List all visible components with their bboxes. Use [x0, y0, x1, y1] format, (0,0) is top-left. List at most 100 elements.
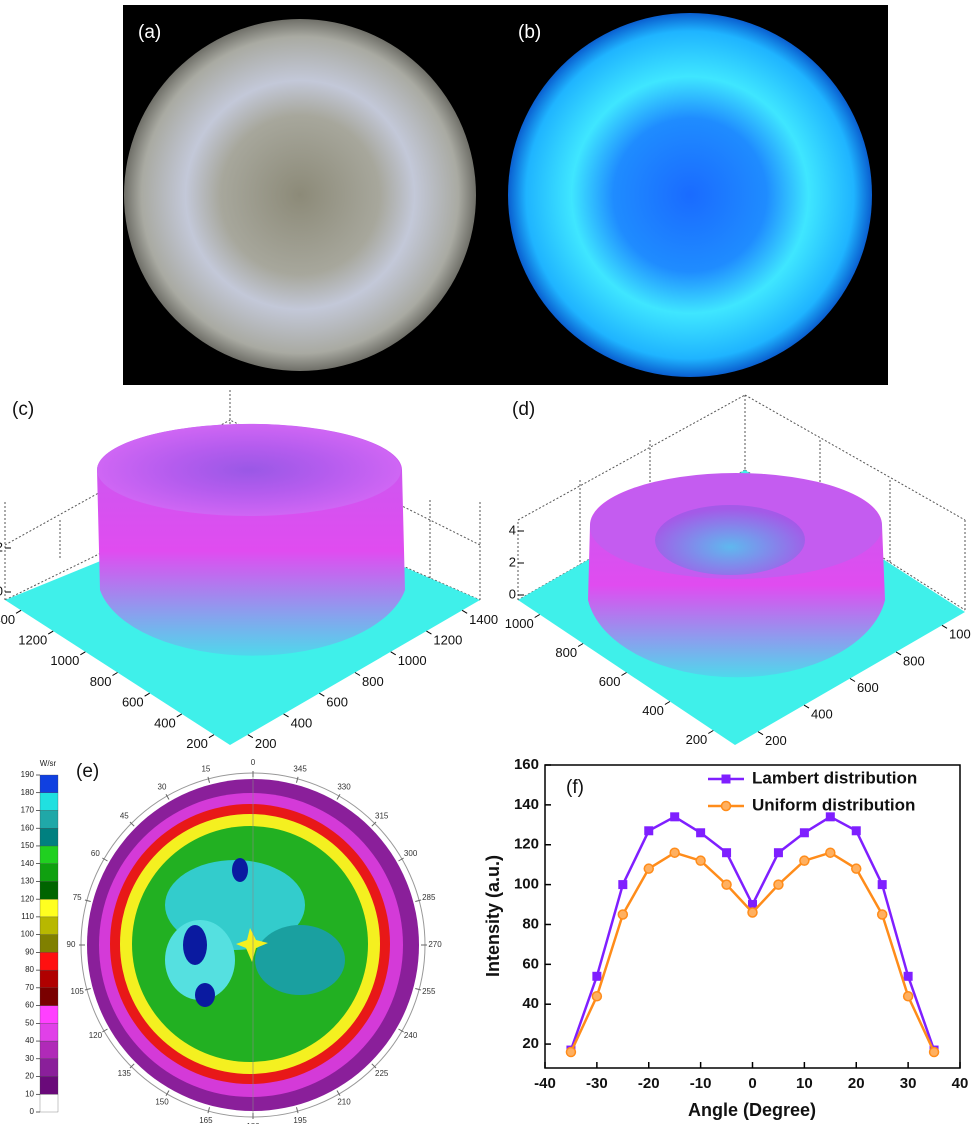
colorbar-swatch — [40, 935, 58, 953]
panel-label: (c) — [12, 399, 34, 420]
colorbar-tick-label: 90 — [25, 947, 34, 956]
colorbar-swatch — [40, 846, 58, 864]
x-tick-label: -30 — [586, 1075, 608, 1092]
y-tick-label: 200 — [255, 736, 277, 751]
x-tick-label: 800 — [555, 645, 577, 660]
x-tick-label: 20 — [848, 1075, 865, 1092]
colorbar-tick-label: 110 — [21, 912, 34, 921]
page: { "panels": { "a": {"label": "(a)"}, "b"… — [0, 0, 971, 1124]
y-tick-label: 160 — [514, 756, 539, 773]
y-tick-label: 60 — [522, 955, 539, 972]
y-tick — [804, 705, 809, 708]
y-tick — [355, 673, 360, 676]
x-tick-label: 0 — [748, 1075, 756, 1092]
angle-label: 240 — [404, 1031, 418, 1040]
angle-label: 120 — [89, 1031, 103, 1040]
contour-blob — [183, 925, 207, 965]
marker — [670, 848, 679, 857]
legend-marker — [722, 802, 731, 811]
contour-blob — [195, 983, 215, 1007]
colorbar-swatch — [40, 917, 58, 935]
marker — [722, 880, 731, 889]
colorbar-tick-label: 180 — [21, 788, 35, 797]
marker — [852, 864, 861, 873]
y-tick — [462, 610, 467, 613]
y-tick-label: 40 — [522, 995, 539, 1012]
photo-white-led — [124, 19, 476, 371]
colorbar-swatch — [40, 864, 58, 882]
angle-tick — [415, 900, 421, 902]
angle-label: 225 — [375, 1069, 389, 1078]
contour-blob — [232, 858, 248, 882]
colorbar-swatch — [40, 1077, 58, 1095]
marker — [670, 812, 679, 821]
marker — [618, 880, 627, 889]
colorbar-tick-label: 150 — [21, 841, 35, 850]
y-tick — [284, 714, 289, 717]
z-tick-label: 2 — [509, 554, 516, 569]
y-tick — [391, 652, 396, 655]
marker — [800, 856, 809, 865]
colorbar-tick-label: 120 — [21, 894, 35, 903]
y-tick-label: 1400 — [469, 612, 498, 627]
legend-label: Uniform distribution — [752, 795, 915, 814]
marker — [904, 992, 913, 1001]
angle-tick — [415, 988, 421, 990]
colorbar-swatch — [40, 828, 58, 846]
angle-label: 270 — [428, 940, 442, 949]
legend-label: Lambert distribution — [752, 768, 917, 787]
x-tick-label: 30 — [900, 1075, 917, 1092]
marker — [826, 848, 835, 857]
marker — [878, 910, 887, 919]
y-tick — [248, 735, 253, 738]
x-tick — [665, 702, 670, 705]
marker — [644, 826, 653, 835]
y-tick-label: 20 — [522, 1035, 539, 1052]
x-tick — [209, 735, 214, 738]
angle-label: 315 — [375, 811, 389, 820]
x-tick-label: 600 — [122, 695, 144, 710]
x-tick-label: 1000 — [50, 653, 79, 668]
colorbar-swatch — [40, 1094, 58, 1112]
surface-plot-c — [5, 390, 480, 745]
x-tick — [578, 644, 583, 647]
marker — [644, 864, 653, 873]
colorbar-tick-label: 60 — [25, 1001, 34, 1010]
y-tick-label: 120 — [514, 836, 539, 853]
angle-label: 150 — [155, 1098, 169, 1107]
dome-top — [97, 424, 401, 516]
colorbar-tick-label: 70 — [25, 983, 34, 992]
colorbar-swatch — [40, 988, 58, 1006]
series-line — [571, 817, 934, 1050]
colorbar-swatch — [40, 1023, 58, 1041]
angle-label: 210 — [337, 1098, 351, 1107]
angle-label: 15 — [201, 764, 210, 773]
marker — [800, 828, 809, 837]
y-tick-label: 200 — [765, 733, 787, 748]
x-tick-label: 200 — [686, 732, 708, 747]
colorbar-swatch — [40, 970, 58, 988]
x-tick-label: 40 — [952, 1075, 969, 1092]
marker — [722, 848, 731, 857]
surface-plot-d — [518, 395, 965, 745]
y-tick-label: 1000 — [398, 653, 427, 668]
y-tick-label: 80 — [522, 915, 539, 932]
angle-label: 330 — [337, 782, 351, 791]
marker — [904, 972, 913, 981]
x-tick-label: -20 — [638, 1075, 660, 1092]
angle-label: 105 — [71, 987, 85, 996]
x-tick — [80, 652, 85, 655]
x-tick — [535, 615, 540, 618]
x-tick-label: 1000 — [505, 616, 534, 631]
colorbar-tick-label: 190 — [21, 770, 35, 779]
colorbar-tick-label: 170 — [21, 806, 35, 815]
colorbar-tick-label: 100 — [21, 930, 35, 939]
colorbar-tick-label: 140 — [21, 859, 35, 868]
colorbar-swatch — [40, 793, 58, 811]
x-tick-label: 600 — [599, 674, 621, 689]
x-tick-label: 400 — [154, 715, 176, 730]
colorbar-tick-label: 160 — [21, 823, 35, 832]
marker — [852, 826, 861, 835]
angle-tick — [85, 900, 91, 902]
x-tick-label: 1200 — [18, 633, 47, 648]
